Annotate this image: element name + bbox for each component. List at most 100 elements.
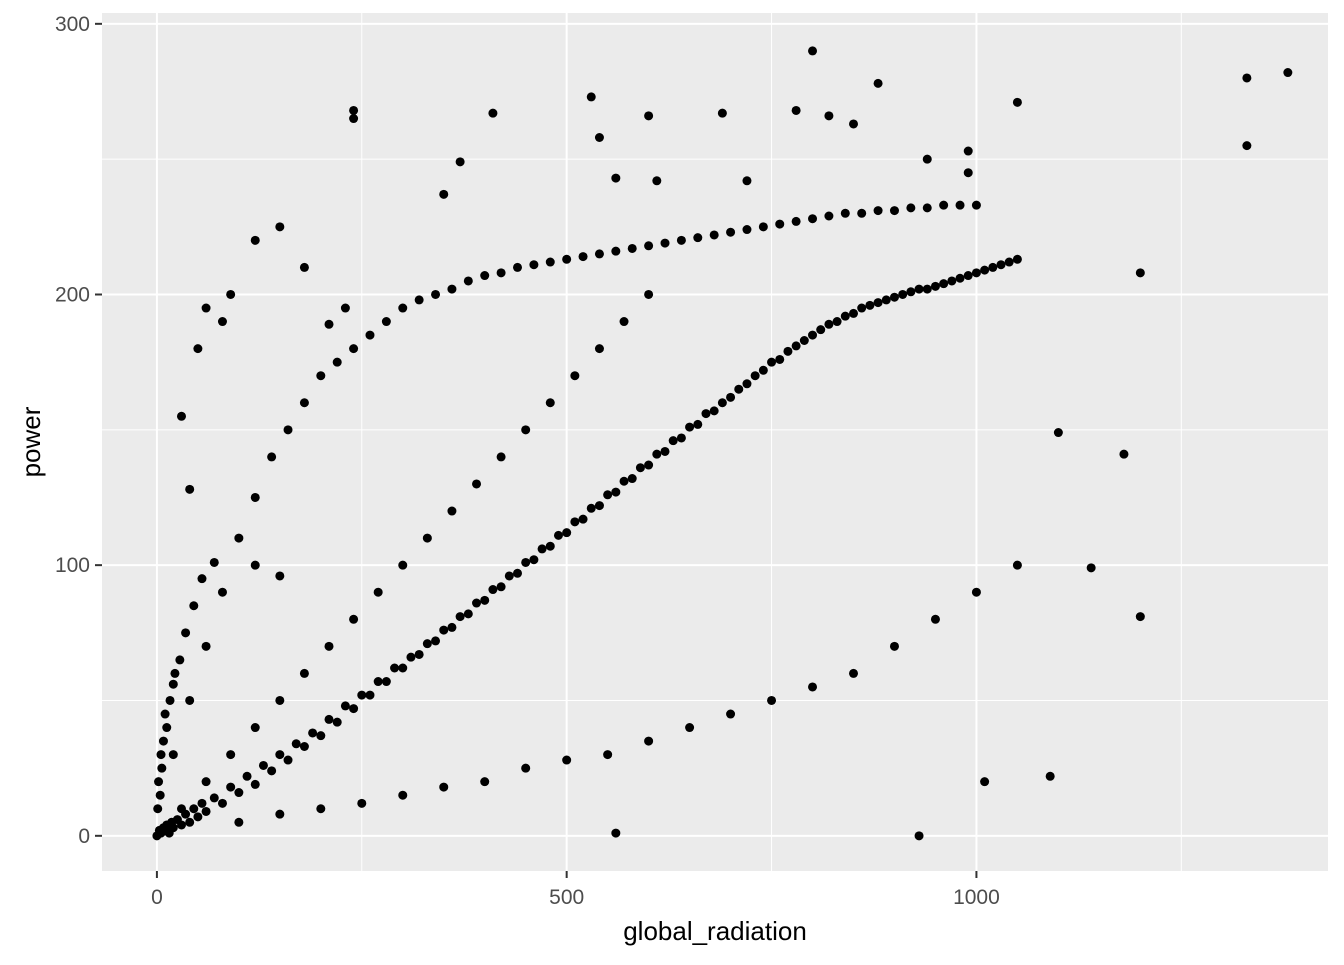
data-point — [529, 555, 539, 565]
points — [152, 46, 1293, 841]
data-point — [496, 268, 506, 278]
data-point — [291, 739, 301, 749]
data-point — [480, 777, 490, 787]
data-point — [824, 319, 834, 329]
y-axis-label: power — [16, 406, 46, 477]
data-point — [308, 728, 318, 738]
data-point — [365, 690, 375, 700]
data-point — [299, 398, 309, 408]
data-point — [201, 777, 211, 787]
data-point — [775, 219, 785, 229]
data-point — [603, 490, 613, 500]
data-point — [234, 788, 244, 798]
data-point — [422, 639, 432, 649]
data-point — [808, 214, 818, 224]
data-point — [406, 652, 416, 662]
data-point — [840, 311, 850, 321]
data-point — [726, 392, 736, 402]
data-point — [170, 668, 180, 678]
data-point — [971, 268, 981, 278]
x-tick-label: 500 — [549, 886, 584, 909]
data-point — [201, 806, 211, 816]
data-point — [644, 460, 654, 470]
data-point — [283, 425, 293, 435]
data-point — [422, 533, 432, 543]
data-point — [709, 406, 719, 416]
y-tick-label: 0 — [78, 825, 90, 848]
data-point — [1283, 68, 1293, 78]
data-point — [545, 541, 555, 551]
data-point — [627, 474, 637, 484]
data-point — [955, 273, 965, 283]
data-point — [644, 111, 654, 121]
data-point — [154, 777, 164, 787]
data-point — [963, 168, 973, 178]
data-point — [898, 289, 908, 299]
data-point — [1119, 449, 1129, 459]
data-point — [455, 612, 465, 622]
data-point — [857, 303, 867, 313]
data-point — [930, 281, 940, 291]
data-point — [791, 105, 801, 115]
data-point — [414, 649, 424, 659]
data-point — [398, 790, 408, 800]
data-point — [447, 284, 457, 294]
data-point — [1242, 141, 1252, 151]
data-point — [275, 750, 285, 760]
data-point — [197, 574, 207, 584]
data-point — [357, 798, 367, 808]
data-point — [594, 249, 604, 259]
data-point — [521, 763, 531, 773]
data-point — [168, 823, 178, 833]
data-point — [947, 276, 957, 286]
data-point — [226, 782, 236, 792]
data-point — [439, 782, 449, 792]
data-point — [930, 614, 940, 624]
data-point — [463, 609, 473, 619]
data-point — [906, 287, 916, 297]
data-point — [939, 200, 949, 210]
data-point — [652, 449, 662, 459]
data-point — [922, 284, 932, 294]
y-axis-ticks: 0 100 200 300 — [55, 13, 102, 848]
data-point — [176, 411, 186, 421]
data-point — [865, 300, 875, 310]
data-point — [258, 760, 268, 770]
x-tick-label: 0 — [151, 886, 163, 909]
data-point — [250, 235, 260, 245]
data-point — [717, 398, 727, 408]
data-point — [155, 790, 165, 800]
data-point — [988, 262, 998, 272]
data-point — [512, 568, 522, 578]
data-point — [1004, 257, 1014, 267]
data-point — [627, 243, 637, 253]
data-point — [521, 557, 531, 567]
data-point — [619, 476, 629, 486]
data-point — [594, 344, 604, 354]
data-point — [267, 766, 277, 776]
data-point — [611, 487, 621, 497]
data-point — [594, 501, 604, 511]
data-point — [963, 146, 973, 156]
data-point — [1135, 612, 1145, 622]
data-point — [349, 114, 359, 124]
data-point — [808, 682, 818, 692]
data-point — [340, 701, 350, 711]
data-point — [791, 341, 801, 351]
data-point — [275, 222, 285, 232]
data-point — [217, 317, 227, 327]
data-point — [758, 365, 768, 375]
data-point — [480, 595, 490, 605]
data-point — [660, 238, 670, 248]
data-point — [299, 741, 309, 751]
data-point — [480, 271, 490, 281]
data-point — [619, 317, 629, 327]
data-point — [324, 319, 334, 329]
data-point — [324, 714, 334, 724]
data-point — [373, 677, 383, 687]
data-point — [906, 203, 916, 213]
data-point — [1086, 563, 1096, 573]
data-point — [570, 517, 580, 527]
data-point — [996, 260, 1006, 270]
